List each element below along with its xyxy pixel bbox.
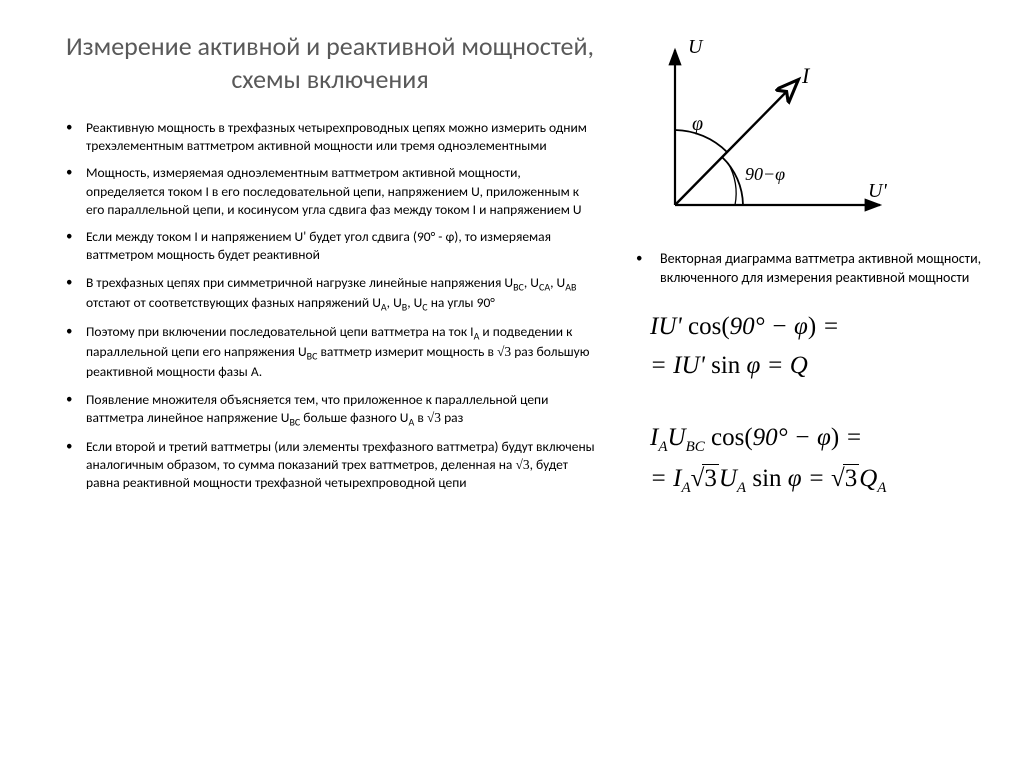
bullet-list-right: Векторная диаграмма ваттметра активной м… xyxy=(630,250,984,288)
list-item: Появление множителя объясняется тем, что… xyxy=(60,391,600,429)
left-column: Измерение активной и реактивной мощносте… xyxy=(60,30,600,747)
svg-text:I: I xyxy=(801,63,811,88)
svg-text:U: U xyxy=(688,36,704,58)
svg-text:90−φ: 90−φ xyxy=(745,164,785,184)
page-title: Измерение активной и реактивной мощносте… xyxy=(60,30,600,95)
list-item: Если между током I и напряжением U' буде… xyxy=(60,228,600,264)
formula-2: IAUBC cos(90° − φ) = = IA3UA sin φ = 3QA xyxy=(650,419,984,500)
svg-text:φ: φ xyxy=(692,113,703,135)
list-item: Если второй и третий ваттметры (или элем… xyxy=(60,438,600,493)
svg-text:U': U' xyxy=(868,180,887,202)
list-item: Векторная диаграмма ваттметра активной м… xyxy=(630,250,984,288)
list-item: Мощность, измеряемая одноэлементным ватт… xyxy=(60,164,600,219)
list-item: Реактивную мощность в трехфазных четырех… xyxy=(60,119,600,155)
formula-1: IU' cos(90° − φ) = = IU' sin φ = Q xyxy=(650,308,984,386)
bullet-list-left: Реактивную мощность в трехфазных четырех… xyxy=(60,119,600,493)
list-item: В трехфазных цепях при симметричной нагр… xyxy=(60,274,600,314)
vector-diagram: U U' I φ 90−φ xyxy=(630,35,900,225)
right-column: U U' I φ 90−φ Векторная диаграмма ваттме… xyxy=(630,30,984,747)
list-item: Поэтому при включении последовательной ц… xyxy=(60,323,600,382)
